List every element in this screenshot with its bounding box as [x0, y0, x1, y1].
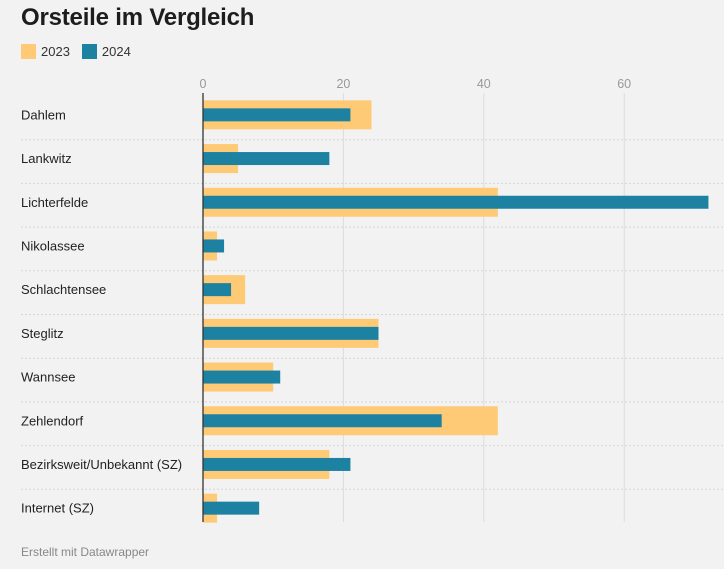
- x-tick-label-0: 0: [200, 77, 207, 91]
- x-tick-label-40: 40: [477, 77, 491, 91]
- bar-2024-4: [203, 283, 232, 297]
- bar-2024-1: [203, 152, 330, 166]
- bar-2024-2: [203, 195, 709, 209]
- bar-2024-8: [203, 457, 351, 471]
- category-label-8: Bezirksweit/Unbekannt (SZ): [21, 457, 182, 472]
- footer-credit: Erstellt mit Datawrapper: [21, 545, 150, 559]
- category-label-2: Lichterfelde: [21, 195, 88, 210]
- legend-item-2023: 2023: [21, 44, 70, 59]
- bar-chart: 0 20 40 60 Dahlem Lankwitz Lichterfelde Nikolas…: [21, 77, 724, 523]
- x-tick-label-60: 60: [617, 77, 631, 91]
- x-tick-label-20: 20: [336, 77, 350, 91]
- chart-title: Orsteile im Vergleich: [21, 4, 255, 31]
- category-label-6: Wannsee: [21, 370, 75, 385]
- bar-2024-0: [203, 108, 351, 122]
- category-label-1: Lankwitz: [21, 151, 72, 166]
- bar-2024-5: [203, 326, 379, 340]
- legend-label-2023: 2023: [41, 44, 70, 59]
- category-label-9: Internet (SZ): [21, 501, 94, 516]
- category-label-0: Dahlem: [21, 107, 66, 122]
- legend: 2023 2024: [21, 44, 143, 59]
- legend-swatch-2024: [81, 44, 97, 59]
- bar-2024-7: [203, 414, 442, 428]
- category-label-3: Nikolassee: [21, 238, 85, 253]
- legend-item-2024: 2024: [81, 44, 131, 59]
- legend-label-2024: 2024: [101, 44, 131, 59]
- bar-2024-6: [203, 370, 281, 384]
- bar-2024-3: [203, 239, 225, 253]
- bar-2024-9: [203, 501, 260, 515]
- category-label-4: Schlachtensee: [21, 282, 106, 297]
- category-label-5: Steglitz: [21, 326, 64, 341]
- legend-swatch-2023: [21, 44, 36, 59]
- category-label-7: Zehlendorf: [21, 413, 84, 428]
